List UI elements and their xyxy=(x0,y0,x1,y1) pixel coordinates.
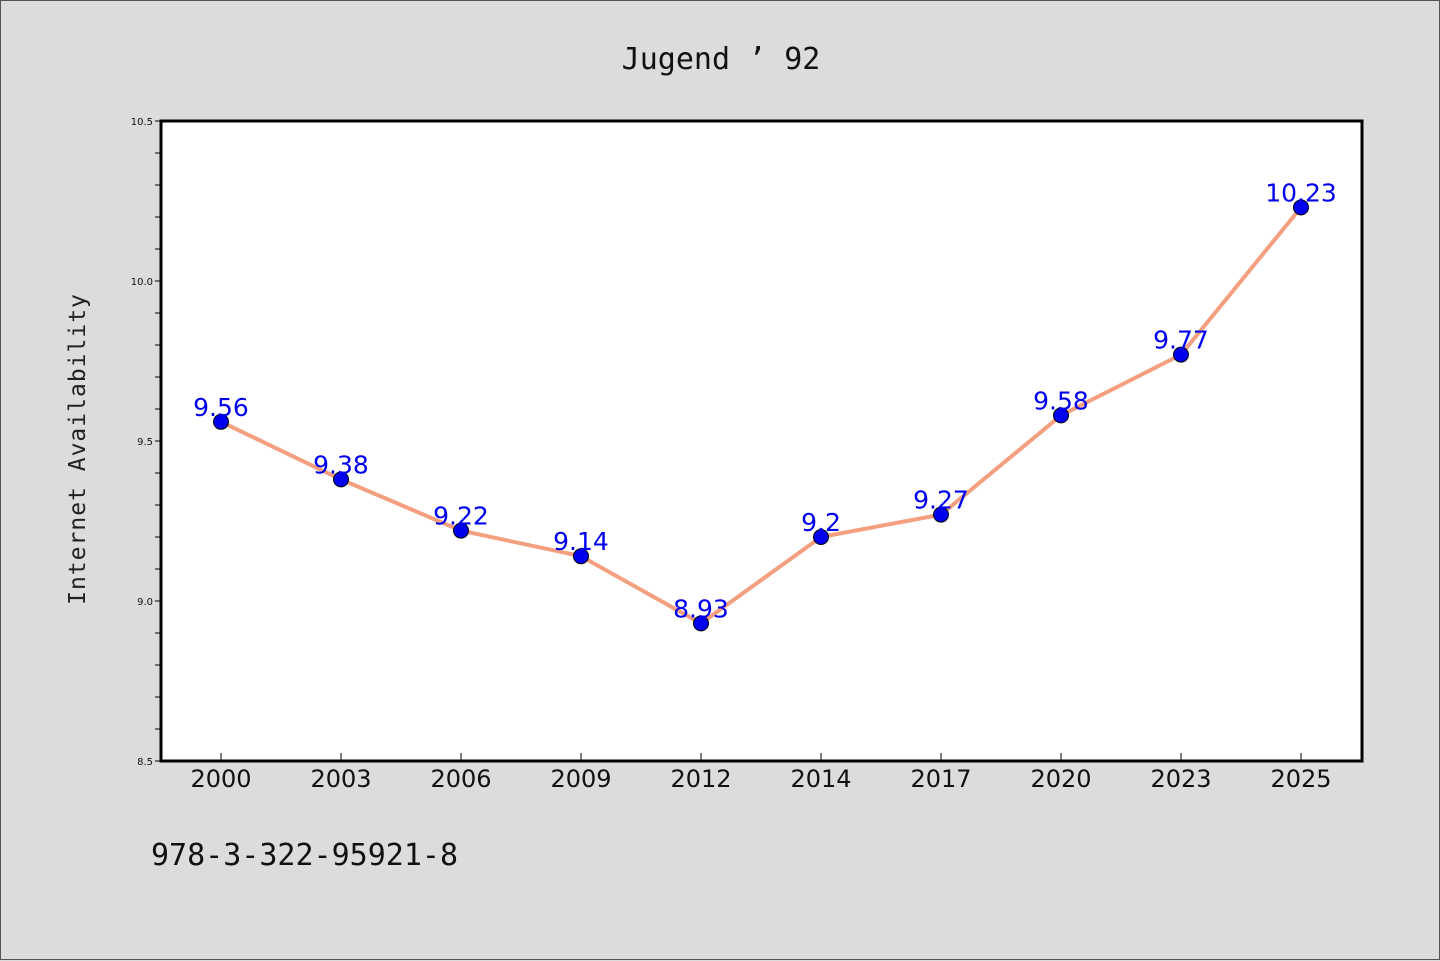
x-tick-label: 2014 xyxy=(790,765,851,793)
footer-code: 978-3-322-95921-8 xyxy=(151,838,458,873)
x-tick-label: 2023 xyxy=(1150,765,1211,793)
y-tick-label: 10.0 xyxy=(131,277,153,288)
x-tick-label: 2000 xyxy=(190,765,251,793)
x-tick-label: 2003 xyxy=(310,765,371,793)
y-tick-label: 9.0 xyxy=(137,597,153,608)
x-tick-label: 2017 xyxy=(910,765,971,793)
data-labels: 9.56 9.38 9.22 9.14 8.93 9.2 9.27 9.58 9.77 10.23 xyxy=(193,178,1337,623)
x-tick-label: 2009 xyxy=(550,765,611,793)
series-line xyxy=(220,206,1303,626)
data-point xyxy=(1293,199,1309,216)
data-label: 9.56 xyxy=(193,393,249,422)
x-axis: 2000 2003 2006 2009 2012 2014 2017 2020 2023 2025 xyxy=(190,753,1332,793)
data-point xyxy=(333,471,349,488)
y-tick-label: 9.5 xyxy=(137,437,153,448)
y-axis: 8.5 9.0 9.5 10.0 10.5 xyxy=(131,117,161,768)
data-point xyxy=(693,615,709,632)
data-point xyxy=(453,522,469,539)
x-tick-label: 2012 xyxy=(670,765,731,793)
data-label: 9.14 xyxy=(553,527,609,556)
x-tick-label: 2020 xyxy=(1030,765,1091,793)
data-label: 9.2 xyxy=(801,508,841,537)
data-point xyxy=(573,548,589,565)
data-label: 9.38 xyxy=(313,450,369,479)
data-label: 10.23 xyxy=(1265,178,1337,207)
x-tick-label: 2025 xyxy=(1270,765,1331,793)
data-point xyxy=(213,413,229,430)
chart-title: Jugend ’ 92 xyxy=(622,42,821,77)
x-tick-label: 2006 xyxy=(430,765,491,793)
data-point xyxy=(933,506,949,523)
data-label: 9.27 xyxy=(913,486,969,515)
data-label: 9.77 xyxy=(1153,326,1209,355)
y-tick-label: 10.5 xyxy=(131,117,153,128)
data-point xyxy=(813,529,829,545)
data-label: 9.22 xyxy=(433,502,489,531)
data-label: 8.93 xyxy=(673,594,729,623)
data-label: 9.58 xyxy=(1033,386,1089,415)
plot-area xyxy=(159,119,1364,763)
y-tick-label: 8.5 xyxy=(137,757,153,768)
data-point xyxy=(1053,407,1069,424)
data-point xyxy=(1173,346,1189,363)
data-markers xyxy=(213,199,1309,632)
y-axis-label: Internet Availability xyxy=(65,293,91,605)
